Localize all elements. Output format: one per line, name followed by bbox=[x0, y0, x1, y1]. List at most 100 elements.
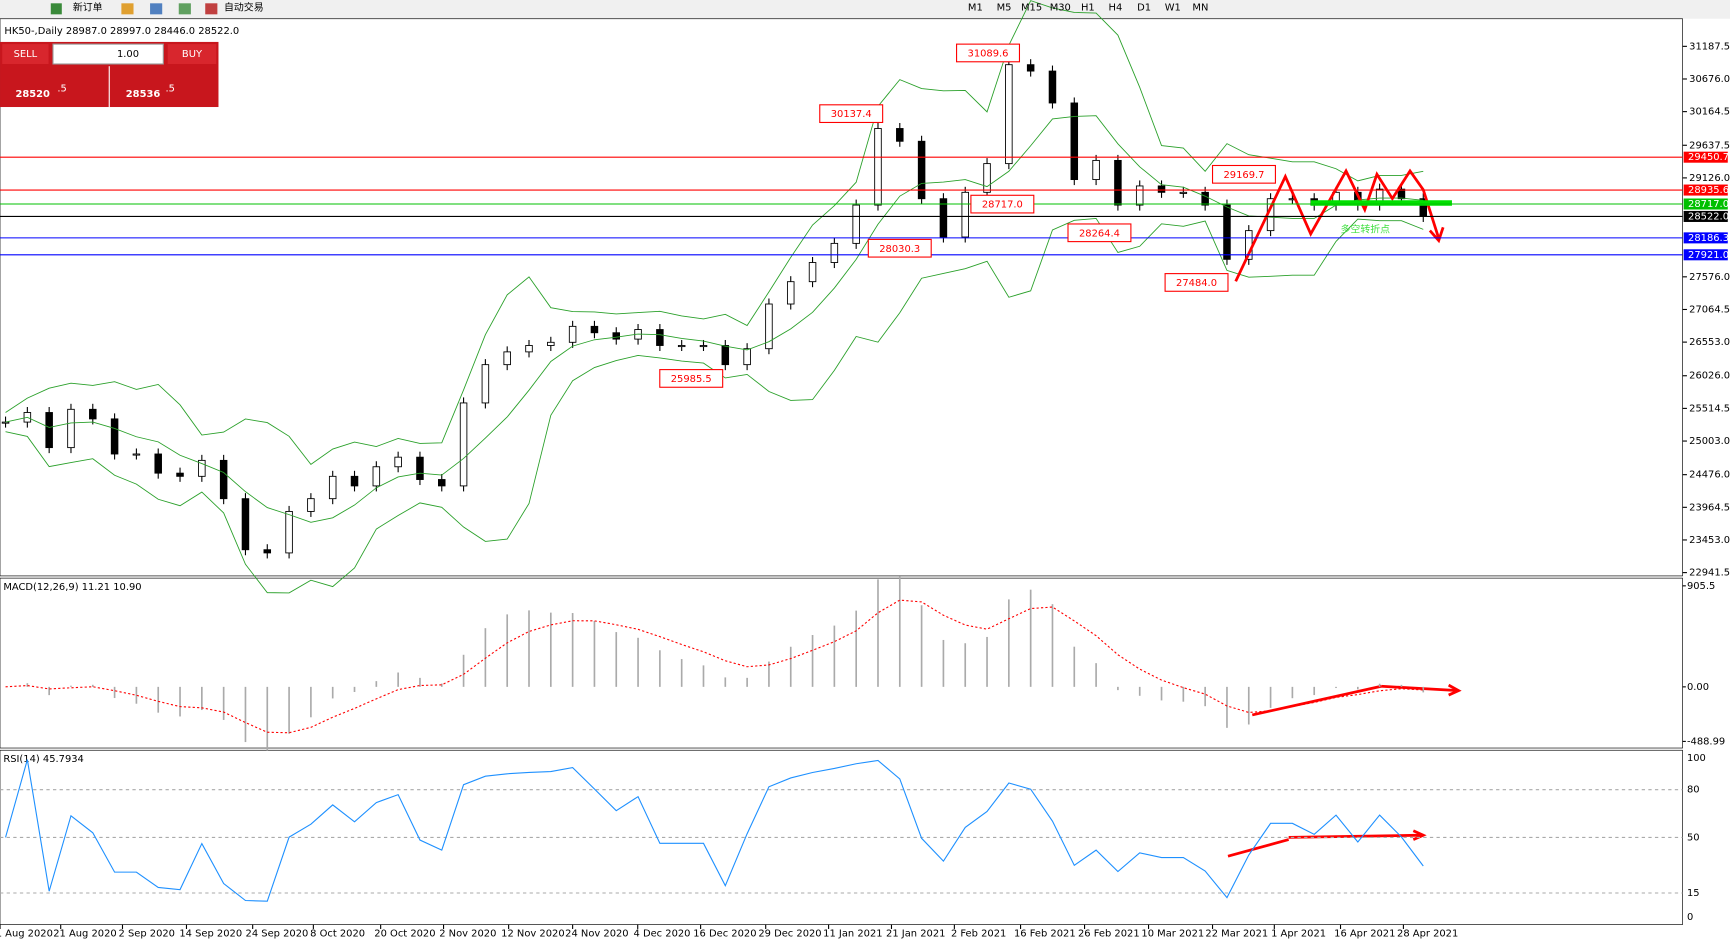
toolbar-icon[interactable] bbox=[121, 3, 134, 15]
candle-body bbox=[1179, 191, 1188, 194]
price-level-tag bbox=[1683, 249, 1728, 261]
price-tick-label: 23964.5 bbox=[1689, 502, 1730, 513]
price-tick-label: 30164.5 bbox=[1689, 107, 1730, 118]
timeframe-button[interactable]: MN bbox=[1192, 3, 1208, 14]
candle-body bbox=[1070, 102, 1079, 181]
new-order-icon[interactable] bbox=[50, 3, 62, 15]
lot-input[interactable] bbox=[52, 43, 164, 65]
date-label: 16 Dec 2020 bbox=[693, 928, 756, 939]
annotation: 28264.4 bbox=[1079, 228, 1120, 239]
macd-header: MACD(12,26,9) 11.21 10.90 bbox=[3, 582, 141, 593]
timeframe-button[interactable]: M30 bbox=[1050, 3, 1071, 14]
toolbar-icon[interactable] bbox=[178, 3, 191, 15]
rsi-tick-label: 15 bbox=[1687, 888, 1700, 899]
toolbar bbox=[0, 0, 1730, 19]
rsi-line bbox=[5, 759, 1424, 902]
price-tick-label: 29637.5 bbox=[1689, 140, 1730, 151]
date-label: 21 Jan 2021 bbox=[886, 928, 945, 939]
candle-body bbox=[1, 421, 10, 424]
candle-body bbox=[961, 191, 969, 238]
sell-price-big[interactable]: .5 bbox=[57, 83, 66, 94]
toolbar-icon[interactable] bbox=[150, 3, 163, 15]
annotation-box bbox=[956, 43, 1021, 63]
annotation: 28717.0 bbox=[982, 200, 1023, 211]
timeframe-button[interactable]: H1 bbox=[1081, 3, 1095, 14]
sell-price[interactable]: 28520 bbox=[15, 89, 50, 100]
buy-button[interactable] bbox=[167, 44, 217, 64]
arrow-head bbox=[1412, 829, 1427, 841]
price-level-label: 27921.0 bbox=[1688, 250, 1729, 261]
new-order[interactable]: 新订单 bbox=[73, 1, 103, 14]
annotation: 27484.0 bbox=[1176, 278, 1217, 289]
candle-body bbox=[110, 418, 119, 455]
price-panel bbox=[0, 18, 1683, 577]
annotation-box bbox=[970, 194, 1035, 214]
buy-price-big[interactable]: .5 bbox=[166, 83, 175, 94]
date-label: 22 Mar 2021 bbox=[1205, 928, 1268, 939]
annotation: 25985.5 bbox=[671, 374, 712, 385]
candle-body bbox=[132, 453, 141, 456]
timeframe-button[interactable]: W1 bbox=[1165, 3, 1181, 14]
candle-body bbox=[198, 459, 206, 477]
candle-body bbox=[699, 345, 708, 348]
candle-body bbox=[1026, 64, 1035, 72]
candle-body bbox=[896, 128, 904, 142]
date-label: 26 Feb 2021 bbox=[1078, 928, 1140, 939]
timeframe-button[interactable]: M5 bbox=[997, 3, 1012, 14]
buy-label[interactable]: BUY bbox=[182, 49, 203, 60]
buy-price[interactable]: 28536 bbox=[126, 89, 161, 100]
candle-body bbox=[45, 412, 53, 449]
annotation-box bbox=[1067, 223, 1132, 243]
price-tick-label: 25003.0 bbox=[1689, 436, 1730, 447]
candle-body bbox=[874, 128, 882, 206]
rsi-tick-label: 50 bbox=[1687, 832, 1700, 843]
annotation: 29169.7 bbox=[1223, 170, 1264, 181]
price-level-label: 28935.6 bbox=[1688, 185, 1729, 196]
candle-body bbox=[241, 498, 250, 551]
auto-trading[interactable]: 自动交易 bbox=[224, 1, 264, 14]
date-label: 16 Feb 2021 bbox=[1014, 928, 1076, 939]
candle-body bbox=[263, 549, 272, 554]
pattern-label: 多空转折点 bbox=[1341, 222, 1391, 235]
price-tick-label: 26553.0 bbox=[1689, 337, 1730, 348]
date-label: 12 Nov 2020 bbox=[501, 928, 564, 939]
annotation-box bbox=[819, 104, 884, 124]
date-label: 1 Apr 2021 bbox=[1271, 928, 1326, 939]
price-level-tag bbox=[1683, 151, 1728, 163]
candle-body bbox=[525, 345, 533, 353]
date-label: 24 Nov 2020 bbox=[565, 928, 628, 939]
rsi-arrow bbox=[1227, 838, 1290, 858]
lot-value[interactable]: 1.00 bbox=[117, 49, 139, 60]
date-label: 29 Dec 2020 bbox=[758, 928, 821, 939]
macd-tick-label: 0.00 bbox=[1687, 682, 1709, 693]
timeframe-button[interactable]: M15 bbox=[1021, 3, 1042, 14]
candle-body bbox=[917, 140, 926, 200]
date-label: 24 Sep 2020 bbox=[246, 928, 309, 939]
price-tick-label: 31187.5 bbox=[1689, 41, 1730, 52]
candle-body bbox=[568, 325, 577, 343]
candle-body bbox=[459, 402, 468, 487]
price-tick-label: 23453.0 bbox=[1689, 535, 1730, 546]
candle-body bbox=[808, 262, 817, 283]
trade-panel: SELL 1.00 BUY 28520 .5 28536 .5 bbox=[0, 41, 219, 108]
price-level-tag bbox=[1683, 210, 1728, 222]
annotation: 28030.3 bbox=[879, 244, 920, 255]
candle-body bbox=[394, 456, 402, 468]
timeframe-button[interactable]: D1 bbox=[1137, 3, 1151, 14]
price-level-tag bbox=[1683, 198, 1728, 210]
rsi-arrow bbox=[1288, 833, 1424, 839]
timeframe-button[interactable]: H4 bbox=[1109, 3, 1123, 14]
sell-button[interactable] bbox=[2, 44, 49, 64]
sell-label[interactable]: SELL bbox=[14, 49, 38, 60]
date-label: 8 Oct 2020 bbox=[310, 928, 365, 939]
candle-body bbox=[89, 408, 97, 420]
rsi-header: RSI(14) 45.7934 bbox=[3, 754, 84, 765]
candle-body bbox=[481, 364, 490, 404]
price-tick-label: 27064.5 bbox=[1689, 304, 1730, 315]
candle-body bbox=[656, 329, 664, 346]
timeframe-button[interactable]: M1 bbox=[968, 3, 983, 14]
candle-body bbox=[590, 325, 599, 334]
candle-body bbox=[1048, 70, 1057, 104]
auto-trading-icon[interactable] bbox=[205, 3, 218, 15]
date-label: 4 Dec 2020 bbox=[634, 928, 691, 939]
